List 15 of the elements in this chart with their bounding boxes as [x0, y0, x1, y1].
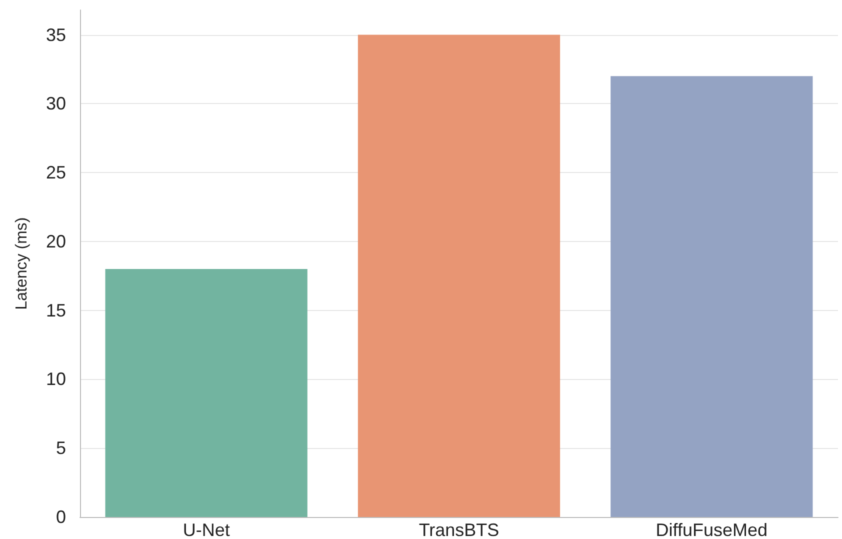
y-tick-label: 10 — [46, 369, 66, 390]
x-tick-label: U-Net — [182, 520, 230, 539]
x-tick-label: DiffuFuseMed — [656, 520, 768, 539]
bar — [105, 269, 308, 517]
y-tick-label: 15 — [46, 300, 66, 320]
y-tick-label: 0 — [56, 507, 66, 527]
bar — [610, 76, 813, 517]
y-tick-label: 25 — [46, 162, 66, 183]
y-tick-label: 20 — [46, 231, 66, 252]
y-tick-label: 5 — [56, 438, 66, 458]
x-tick-label: TransBTS — [418, 520, 500, 539]
y-tick-label: 30 — [46, 94, 66, 114]
y-tick-label: 35 — [46, 24, 66, 45]
bar — [358, 34, 560, 517]
y-axis-title: Latency (ms) — [14, 217, 30, 310]
